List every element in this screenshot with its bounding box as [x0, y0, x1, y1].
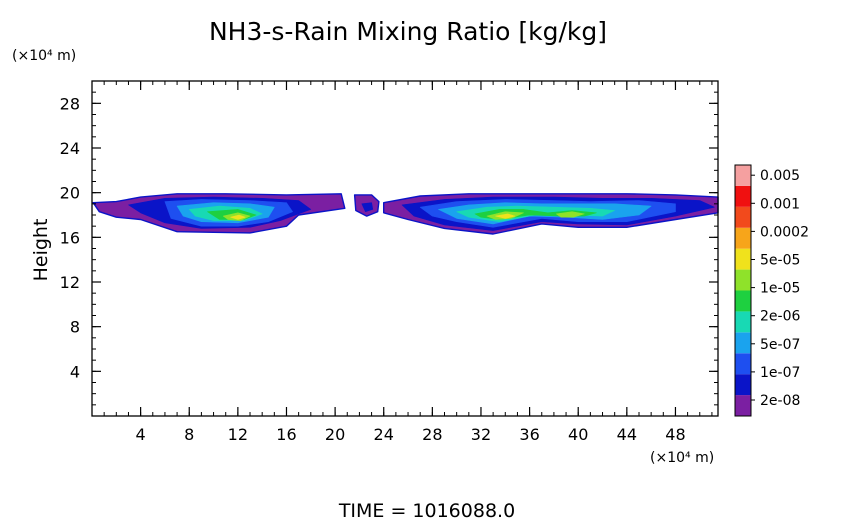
- x-tick-label: 12: [228, 425, 248, 444]
- colorbar: 2e-08 1e-07 5e-07 2e-06 1e-05 5e-05 0.0002 0.00…: [734, 164, 809, 417]
- plot-frame: [91, 80, 719, 417]
- colorbar-swatch: [735, 290, 751, 312]
- contour-region-center-fragment: [353, 194, 380, 217]
- x-tick-label: 40: [568, 425, 588, 444]
- colorbar-label: 5e-07: [760, 337, 800, 353]
- contour-band-east-layer-7: [555, 211, 585, 218]
- x-tick-label: 48: [665, 425, 685, 444]
- colorbar-swatch: [735, 206, 751, 228]
- x-tick-label: 24: [374, 425, 394, 444]
- y-tick-label: 28: [60, 94, 80, 113]
- colorbar-label: 0.0002: [760, 224, 809, 240]
- colorbar-swatch: [735, 395, 751, 416]
- contour-band-center-fragment-1: [361, 202, 374, 212]
- colorbar-swatch: [735, 269, 751, 291]
- colorbar-label: 2e-06: [760, 309, 800, 325]
- x-tick-label: 20: [325, 425, 345, 444]
- contour-band-west-layer-7: [230, 214, 246, 220]
- y-axis-label: Height: [30, 219, 52, 282]
- chart-title: NH3-s-Rain Mixing Ratio [kg/kg]: [209, 17, 607, 46]
- y-tick-label: 16: [60, 228, 80, 247]
- colorbar-label: 5e-05: [760, 253, 800, 269]
- colorbar-swatch: [735, 374, 751, 396]
- contour-region-east-layer: [383, 193, 719, 235]
- x-tick-label: 44: [617, 425, 637, 444]
- contour-region-west-layer: [92, 193, 346, 234]
- colorbar-swatch: [735, 227, 751, 249]
- colorbar-label: 0.005: [760, 168, 800, 184]
- x-tick-label: 8: [184, 425, 194, 444]
- y-tick-label: 12: [60, 273, 80, 292]
- y-unit-label: (×10⁴ m): [12, 48, 76, 64]
- colorbar-swatch: [735, 311, 751, 333]
- colorbar-frame: [734, 164, 752, 417]
- x-unit-label: (×10⁴ m): [650, 450, 714, 466]
- colorbar-label: 1e-07: [760, 365, 800, 381]
- contour-band-east-layer-8: [495, 213, 516, 219]
- x-tick-label: 28: [422, 425, 442, 444]
- colorbar-swatch: [735, 165, 751, 186]
- x-tick-label: 32: [471, 425, 491, 444]
- y-tick-label: 8: [70, 318, 80, 337]
- colorbar-label: 0.001: [760, 196, 800, 212]
- x-tick-label: 16: [276, 425, 296, 444]
- x-tick-label: 36: [519, 425, 539, 444]
- colorbar-swatch: [735, 353, 751, 375]
- colorbar-swatch: [735, 185, 751, 207]
- colorbar-swatch: [735, 248, 751, 270]
- data-layer: [92, 193, 719, 235]
- colorbar-swatch: [735, 332, 751, 354]
- colorbar-label: 2e-08: [760, 393, 800, 409]
- y-tick-label: 4: [70, 362, 80, 381]
- time-footer: TIME = 1016088.0: [338, 500, 515, 519]
- y-tick-label: 20: [60, 184, 80, 203]
- x-tick-label: 4: [136, 425, 146, 444]
- y-tick-label: 24: [60, 139, 80, 158]
- colorbar-label: 1e-05: [760, 281, 800, 297]
